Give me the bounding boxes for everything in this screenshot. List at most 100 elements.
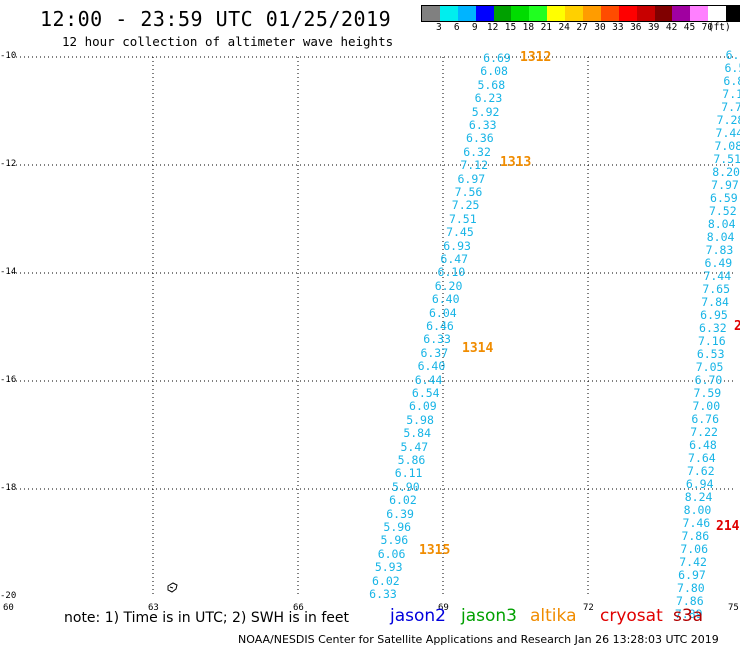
color-legend-label: 33 (612, 22, 624, 33)
wave-height-value: 5.93 (374, 560, 403, 575)
wave-height-value: 6.97 (678, 568, 706, 582)
color-swatch (583, 6, 601, 21)
wave-height-value: 7.05 (695, 360, 724, 374)
color-swatch (618, 6, 637, 21)
wave-height-value: 7.42 (679, 555, 707, 569)
color-swatch (529, 6, 548, 21)
cryosat-label: 2 (734, 319, 740, 334)
wave-height-value: 6.9 (725, 48, 740, 62)
x-axis-label: 66 (293, 603, 304, 613)
wave-height-value: 5.90 (391, 479, 420, 494)
wave-height-value: 7.25 (451, 198, 480, 213)
color-legend-label: 36 (630, 22, 642, 33)
wave-height-value: 6.09 (409, 399, 437, 414)
wave-height-value: 6.04 (428, 305, 457, 320)
wave-height-value: 6.47 (440, 252, 469, 266)
color-legend-label: 12 (486, 22, 499, 33)
wave-height-value: 7.86 (681, 529, 710, 543)
x-axis-label: 69 (438, 603, 449, 613)
wave-height-value: 6.93 (443, 238, 471, 253)
color-legend-label: 15 (504, 22, 517, 33)
page-subtitle: 12 hour collection of altimeter wave hei… (62, 34, 394, 49)
color-legend-label: 6 (453, 22, 460, 33)
color-swatch (547, 6, 566, 21)
wave-height-value: 5.47 (400, 439, 429, 454)
wave-height-value: 6.32 (699, 321, 727, 335)
color-legend-label: 9 (471, 22, 478, 33)
color-legend-label: 24 (558, 22, 570, 33)
wave-height-value: 6.40 (431, 292, 460, 307)
y-axis-label: -14 (0, 267, 17, 277)
wave-height-value: 6.02 (389, 493, 417, 508)
wave-height-value: 7.45 (446, 225, 474, 240)
x-axis-label: 72 (583, 603, 594, 613)
color-swatch (708, 6, 727, 21)
wave-height-value: 7.00 (692, 399, 721, 413)
wave-height-value: 7.7 (721, 100, 740, 114)
y-axis-label: -20 (0, 591, 17, 601)
wave-height-value: 6.49 (704, 256, 733, 270)
satellite-legend-item: jason2 (390, 606, 446, 626)
wave-height-value: 5.84 (403, 426, 432, 441)
page-title: 12:00 - 23:59 UTC 01/25/2019 (40, 7, 392, 31)
color-legend-label: 3 (436, 22, 442, 33)
wave-height-value: 6.69 (483, 51, 511, 65)
wave-height-value: 7.83 (705, 243, 734, 257)
wave-height-value: 8.24 (684, 490, 713, 504)
wave-height-value: 7.89 (674, 607, 703, 621)
y-axis-label: -18 (0, 483, 17, 493)
wave-height-value: 6.40 (417, 359, 446, 374)
wave-height-value: 7.08 (714, 139, 740, 153)
pass-time-label: 1314 (462, 341, 494, 356)
wave-height-value: 7.97 (711, 178, 739, 192)
wave-height-value: 6.59 (710, 191, 738, 205)
wave-height-value: 6.10 (437, 265, 466, 280)
color-swatch (422, 6, 440, 21)
wave-height-value: 6.5 (724, 61, 740, 75)
wave-height-value: 7.44 (703, 269, 732, 283)
wave-height-value: 7.1 (722, 87, 740, 101)
wave-height-value: 7.86 (675, 594, 704, 608)
footer-credit: NOAA/NESDIS Center for Satellite Applica… (238, 633, 719, 646)
wave-height-value: 7.62 (686, 464, 715, 478)
wave-height-value: 6.8 (723, 74, 740, 88)
wave-height-value: 6.76 (691, 412, 720, 426)
x-axis-label: 60 (3, 603, 14, 613)
wave-height-value: 8.20 (712, 165, 740, 179)
color-legend-label: 18 (522, 22, 535, 33)
color-legend-label: 45 (683, 22, 696, 33)
wave-height-value: 6.32 (463, 144, 491, 159)
wave-height-value: 6.39 (386, 506, 414, 521)
cryosat-label: 214 (716, 519, 740, 534)
wave-height-value: 6.37 (420, 345, 449, 360)
y-axis-label: -12 (0, 159, 17, 169)
wave-height-value: 7.44 (715, 126, 740, 140)
color-swatch (600, 6, 619, 21)
wave-height-value: 7.06 (680, 542, 709, 556)
wave-height-value: 7.56 (454, 185, 483, 199)
wave-height-value: 7.84 (701, 295, 729, 309)
island-outline (167, 582, 178, 593)
wave-height-value: 6.11 (394, 466, 423, 481)
color-legend-label: 30 (594, 22, 606, 33)
wave-height-value: 7.64 (688, 451, 716, 465)
wave-height-value: 7.12 (460, 158, 489, 173)
wave-height-value: 6.97 (457, 171, 486, 186)
wave-height-value: 6.53 (696, 347, 725, 361)
wave-height-value: 6.02 (371, 573, 400, 588)
y-axis-label: -16 (0, 375, 17, 385)
color-swatch (457, 6, 476, 21)
pass-time-label: 1313 (500, 155, 532, 170)
color-swatch (511, 6, 530, 21)
units-note: note: 1) Time is in UTC; 2) SWH is in fe… (64, 610, 350, 626)
color-legend-label: 21 (540, 22, 553, 33)
wave-height-value: 7.51 (448, 211, 477, 226)
wave-height-value: 6.33 (369, 587, 397, 601)
wave-height-value: 6.44 (414, 372, 443, 387)
wave-height-value: 8.04 (707, 217, 736, 231)
color-swatch (672, 6, 691, 21)
wave-height-value: 5.68 (477, 77, 506, 92)
wave-height-value: 5.96 (383, 520, 412, 534)
y-axis-label: -10 (0, 51, 17, 61)
